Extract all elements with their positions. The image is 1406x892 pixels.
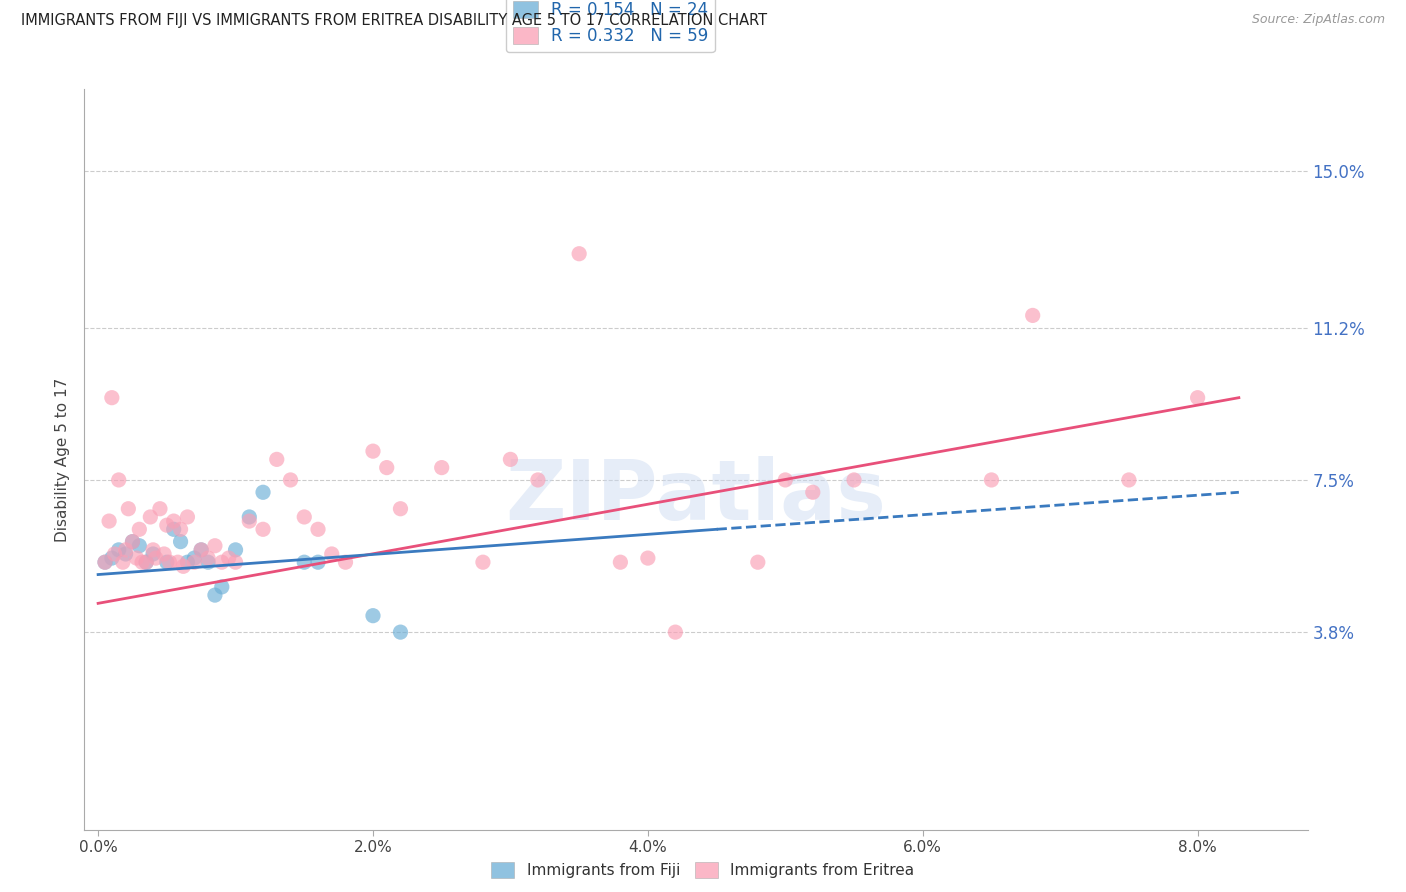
Point — [121, 534, 143, 549]
Point — [107, 542, 129, 557]
Point — [176, 510, 198, 524]
Point — [197, 551, 219, 566]
Point — [389, 501, 412, 516]
Point — [361, 444, 384, 458]
Point — [664, 625, 686, 640]
Point — [169, 534, 191, 549]
Point — [1187, 391, 1209, 405]
Point — [471, 555, 494, 569]
Point — [775, 473, 797, 487]
Point — [204, 539, 226, 553]
Point — [225, 542, 247, 557]
Point — [94, 555, 117, 569]
Point — [527, 473, 550, 487]
Point — [280, 473, 302, 487]
Point — [747, 555, 769, 569]
Point — [169, 522, 191, 536]
Point — [252, 485, 274, 500]
Point — [980, 473, 1002, 487]
Point — [172, 559, 194, 574]
Point — [1118, 473, 1140, 487]
Point — [135, 555, 157, 569]
Text: IMMIGRANTS FROM FIJI VS IMMIGRANTS FROM ERITREA DISABILITY AGE 5 TO 17 CORRELATI: IMMIGRANTS FROM FIJI VS IMMIGRANTS FROM … — [21, 13, 768, 29]
Point — [114, 547, 136, 561]
Point — [430, 460, 453, 475]
Point — [153, 547, 176, 561]
Point — [842, 473, 865, 487]
Point — [156, 555, 179, 569]
Point — [145, 551, 167, 566]
Point — [238, 510, 260, 524]
Point — [292, 510, 315, 524]
Point — [238, 514, 260, 528]
Point — [204, 588, 226, 602]
Point — [111, 555, 134, 569]
Text: Source: ZipAtlas.com: Source: ZipAtlas.com — [1251, 13, 1385, 27]
Point — [159, 555, 181, 569]
Point — [163, 514, 186, 528]
Point — [375, 460, 398, 475]
Point — [211, 555, 233, 569]
Point — [1021, 309, 1043, 323]
Point — [568, 246, 591, 260]
Point — [98, 514, 121, 528]
Point — [107, 473, 129, 487]
Point — [609, 555, 631, 569]
Point — [176, 555, 198, 569]
Point — [266, 452, 288, 467]
Point — [190, 542, 212, 557]
Point — [121, 534, 143, 549]
Point — [307, 522, 329, 536]
Point — [321, 547, 343, 561]
Point — [94, 555, 117, 569]
Y-axis label: Disability Age 5 to 17: Disability Age 5 to 17 — [55, 377, 70, 541]
Point — [114, 542, 136, 557]
Point — [197, 555, 219, 569]
Point — [307, 555, 329, 569]
Point — [117, 501, 139, 516]
Text: ZIPatlas: ZIPatlas — [506, 456, 886, 537]
Point — [183, 551, 205, 566]
Point — [135, 555, 157, 569]
Point — [361, 608, 384, 623]
Point — [139, 510, 162, 524]
Point — [149, 501, 172, 516]
Point — [183, 555, 205, 569]
Point — [128, 539, 150, 553]
Point — [190, 542, 212, 557]
Point — [142, 542, 165, 557]
Point — [131, 555, 153, 569]
Point — [166, 555, 188, 569]
Point — [801, 485, 824, 500]
Point — [125, 551, 148, 566]
Point — [104, 547, 127, 561]
Point — [637, 551, 659, 566]
Point — [218, 551, 240, 566]
Point — [142, 547, 165, 561]
Point — [101, 391, 124, 405]
Point — [499, 452, 522, 467]
Point — [163, 522, 186, 536]
Point — [389, 625, 412, 640]
Point — [335, 555, 357, 569]
Point — [211, 580, 233, 594]
Point — [156, 518, 179, 533]
Point — [225, 555, 247, 569]
Point — [101, 551, 124, 566]
Point — [252, 522, 274, 536]
Point — [128, 522, 150, 536]
Legend: R = 0.154   N = 24, R = 0.332   N = 59: R = 0.154 N = 24, R = 0.332 N = 59 — [506, 0, 714, 52]
Legend: Immigrants from Fiji, Immigrants from Eritrea: Immigrants from Fiji, Immigrants from Er… — [485, 856, 921, 884]
Point — [292, 555, 315, 569]
